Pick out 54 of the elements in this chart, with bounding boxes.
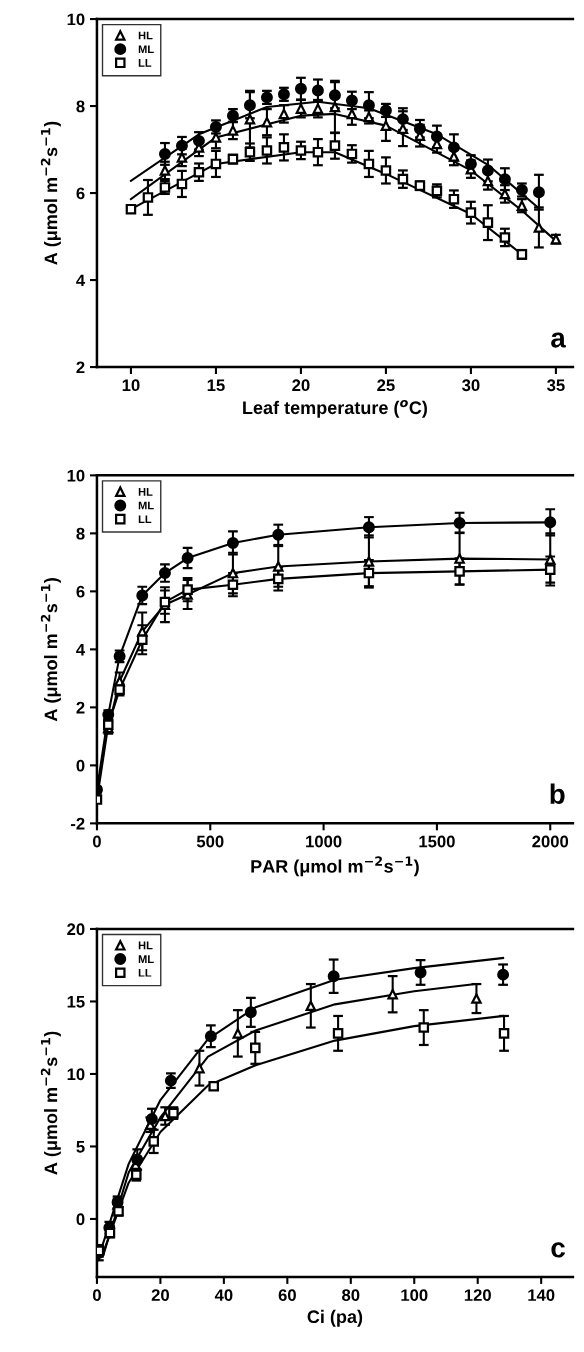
y-tick-label: 6 [76,585,85,598]
y-axis-title: A (μmol m$^{−2}$s$^{−1}$) [40,121,61,265]
legend-label: LL [138,515,152,524]
x-tick-label: 100 [401,1289,428,1302]
x-axis-title: Leaf temperature ($^{o}$C) [243,399,427,418]
x-tick-label: 1500 [419,835,455,848]
x-axis-title: Ci (pa) [307,1309,363,1327]
y-tick-label: 8 [76,527,85,540]
x-tick-label: 40 [214,1289,233,1302]
legend-label: LL [138,968,152,977]
x-tick-label: 15 [207,379,225,392]
legend-label: ML [138,501,154,510]
legend-label: HL [138,31,153,40]
x-tick-label: 20 [292,379,310,392]
y-axis-title: A (μmol m$^{−2}$s$^{−1}$) [40,578,61,722]
y-axis-title: A (μmol m$^{−2}$s$^{−1}$) [40,1031,61,1175]
legend-label: HL [138,941,153,950]
x-tick-label: 10 [122,379,140,392]
y-tick-label: 2 [76,361,85,374]
y-tick-label: -2 [70,817,85,830]
y-tick-label: 15 [67,996,85,1008]
x-tick-label: 80 [342,1289,360,1302]
x-tick-label: 0 [92,1289,101,1302]
y-tick-label: 2 [76,701,85,714]
y-tick-label: 5 [76,1141,85,1153]
x-tick-label: 500 [196,835,224,848]
legend-label: LL [138,59,152,67]
y-tick-label: 10 [67,469,85,482]
y-tick-label: 6 [76,187,85,200]
y-tick-label: 10 [67,1068,85,1081]
legend-label: HL [138,487,153,496]
y-tick-label: 8 [76,100,85,113]
annotation: b [550,783,565,804]
x-tick-label: 140 [528,1289,555,1302]
x-tick-label: 0 [92,835,101,848]
legend-label: ML [138,45,154,54]
x-tick-label: 25 [377,379,395,392]
y-tick-label: 4 [76,274,86,287]
legend-label: ML [138,955,154,963]
x-tick-label: 2000 [532,835,569,848]
x-tick-label: 1000 [306,835,342,848]
y-tick-label: 20 [67,923,85,936]
y-tick-label: 10 [67,13,85,26]
x-tick-label: 60 [278,1289,296,1302]
x-tick-label: 35 [547,379,565,392]
x-tick-label: 30 [462,379,480,392]
annotation: c [551,1242,565,1258]
y-tick-label: 4 [76,643,86,656]
annotation: a [551,332,566,348]
x-tick-label: 120 [464,1289,491,1302]
y-tick-label: 0 [76,1213,85,1226]
y-tick-label: 0 [76,759,85,772]
x-axis-title: PAR (μmol m$^{−2}$s$^{−1}$) [251,856,419,877]
x-tick-label: 20 [151,1289,169,1302]
